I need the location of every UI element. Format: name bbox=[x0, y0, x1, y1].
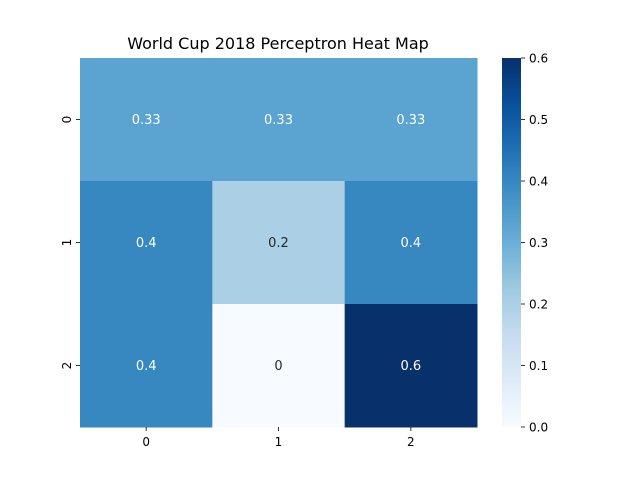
heatmap-cell-r0-c1 bbox=[212, 58, 346, 182]
colorbar-tick-label-0: 0.0 bbox=[529, 421, 548, 435]
heatmap-cell-labels: 0.33 0.33 0.33 0.4 0.2 0.4 0.4 0 0.6 bbox=[132, 113, 426, 374]
heatmap-cell-r2-c1 bbox=[212, 304, 346, 428]
heatmap-cell-r1-c1 bbox=[212, 181, 346, 305]
colorbar-tick-label-2: 0.2 bbox=[529, 298, 548, 312]
heatmap-cell-r2-c0 bbox=[80, 304, 213, 428]
colorbar-tick-label-4: 0.4 bbox=[529, 175, 548, 189]
colorbar-ticks: 0.0 0.1 0.2 0.3 0.4 0.5 0.6 bbox=[521, 52, 548, 435]
cell-label-r0-c1: 0.33 bbox=[264, 113, 293, 128]
y-tick-label-2: 2 bbox=[60, 362, 74, 370]
cell-label-r2-c0: 0.4 bbox=[136, 359, 157, 374]
heatmap-cell-r1-c0 bbox=[80, 181, 213, 305]
colorbar-tick-label-3: 0.3 bbox=[529, 236, 548, 250]
heatmap-cell-r1-c2 bbox=[344, 181, 478, 305]
colorbar-tick-label-5: 0.5 bbox=[529, 113, 548, 127]
cell-label-r1-c2: 0.4 bbox=[400, 236, 421, 251]
heatmap-cells bbox=[80, 58, 478, 428]
cell-label-r2-c1: 0 bbox=[274, 359, 282, 374]
cell-label-r2-c2: 0.6 bbox=[400, 359, 421, 374]
colorbar-tick-label-6: 0.6 bbox=[529, 52, 548, 66]
y-tick-label-1: 1 bbox=[60, 239, 74, 247]
colorbar-gradient bbox=[502, 58, 521, 427]
colorbar-tick-label-1: 0.1 bbox=[529, 359, 548, 373]
cell-label-r0-c2: 0.33 bbox=[396, 113, 425, 128]
x-tick-label-1: 1 bbox=[275, 435, 283, 449]
heatmap-cell-r0-c0 bbox=[80, 58, 213, 182]
chart-title: World Cup 2018 Perceptron Heat Map bbox=[127, 34, 429, 53]
heatmap-cell-r0-c2 bbox=[344, 58, 478, 182]
cell-label-r1-c1: 0.2 bbox=[268, 236, 289, 251]
y-tick-label-0: 0 bbox=[60, 116, 74, 124]
x-tick-label-0: 0 bbox=[142, 435, 150, 449]
y-axis: 0 1 2 bbox=[60, 116, 80, 370]
x-tick-label-2: 2 bbox=[407, 435, 415, 449]
colorbar bbox=[502, 58, 521, 427]
cell-label-r1-c0: 0.4 bbox=[136, 236, 157, 251]
cell-label-r0-c0: 0.33 bbox=[132, 113, 161, 128]
heatmap-cell-r2-c2 bbox=[344, 304, 478, 428]
x-axis: 0 1 2 bbox=[142, 427, 415, 449]
